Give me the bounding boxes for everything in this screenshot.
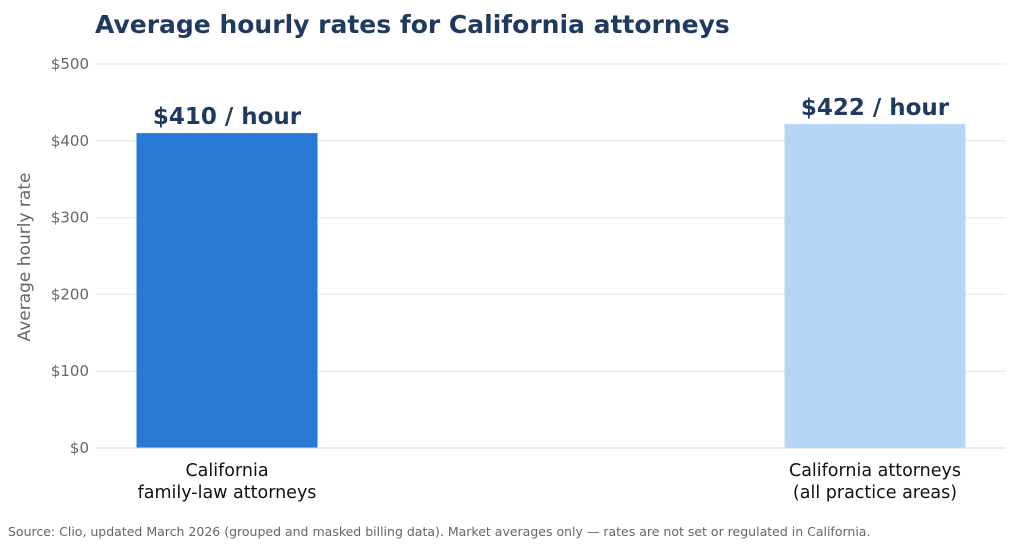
x-category-label: (all practice areas) (793, 483, 957, 503)
y-axis-label: Average hourly rate (15, 173, 35, 342)
bars (136, 123, 966, 449)
chart-title: Average hourly rates for California atto… (95, 10, 730, 39)
y-tick-label: $100 (51, 362, 89, 380)
x-category-label: California attorneys (789, 461, 961, 481)
bar (136, 133, 318, 448)
bar (784, 123, 966, 449)
bar-data-label: $410 / hour (153, 104, 302, 130)
y-tick-label: $0 (70, 439, 89, 457)
y-tick-label: $500 (51, 55, 89, 73)
y-axis-ticks: $0 $100 $200 $300 $400 $500 (51, 55, 89, 457)
x-category-label: family-law attorneys (138, 483, 317, 503)
bar-data-label: $422 / hour (801, 95, 950, 121)
y-tick-label: $200 (51, 285, 89, 303)
data-labels: $410 / hour $422 / hour (153, 95, 950, 130)
x-category-label: California (185, 461, 268, 481)
source-note: Source: Clio, updated March 2026 (groupe… (8, 524, 871, 539)
y-tick-label: $300 (51, 209, 89, 227)
y-tick-label: $400 (51, 132, 89, 150)
